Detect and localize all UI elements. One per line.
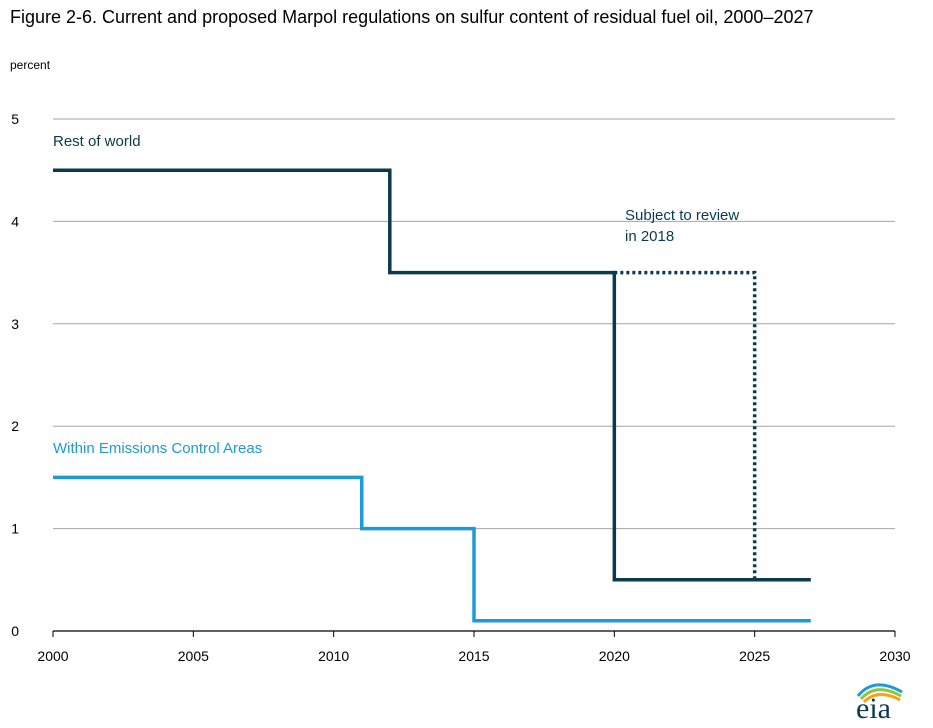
y-axis: 0 1 2 3 4 5 — [11, 111, 19, 639]
annotations: Rest of world Within Emissions Control A… — [53, 133, 739, 457]
annotation-eca: Within Emissions Control Areas — [53, 440, 262, 457]
series-line-2 — [53, 475, 811, 623]
svg-text:eia: eia — [856, 692, 891, 720]
y-tick-label: 4 — [11, 213, 19, 229]
x-tick-labels: 2000 2005 2010 2015 2020 2025 2030 — [37, 648, 910, 664]
series — [53, 168, 811, 623]
y-tick-label: 5 — [11, 111, 19, 127]
y-tick-label: 2 — [11, 418, 19, 434]
annotation-review-line1: Subject to review — [625, 207, 739, 224]
y-tick-label: 3 — [11, 316, 19, 332]
annotation-rest-of-world: Rest of world — [53, 133, 141, 150]
series-line-proposed-dotted — [614, 270, 757, 580]
x-tick-label: 2010 — [318, 648, 349, 664]
x-tick-label: 2030 — [879, 648, 910, 664]
x-tick-label: 2025 — [739, 648, 770, 664]
y-axis-unit-label: percent — [10, 58, 51, 72]
series-line-0 — [53, 168, 811, 582]
x-tick-label: 2005 — [178, 648, 209, 664]
x-tick-label: 2000 — [37, 648, 68, 664]
y-tick-label: 1 — [11, 521, 19, 537]
grid-lines — [53, 118, 895, 530]
eia-logo: eia — [856, 683, 903, 720]
x-axis — [52, 630, 896, 637]
y-tick-label: 0 — [11, 623, 19, 639]
chart-title: Figure 2-6. Current and proposed Marpol … — [10, 7, 814, 27]
x-tick-label: 2015 — [458, 648, 489, 664]
annotation-review-line2: in 2018 — [625, 228, 674, 245]
x-tick-label: 2020 — [599, 648, 630, 664]
